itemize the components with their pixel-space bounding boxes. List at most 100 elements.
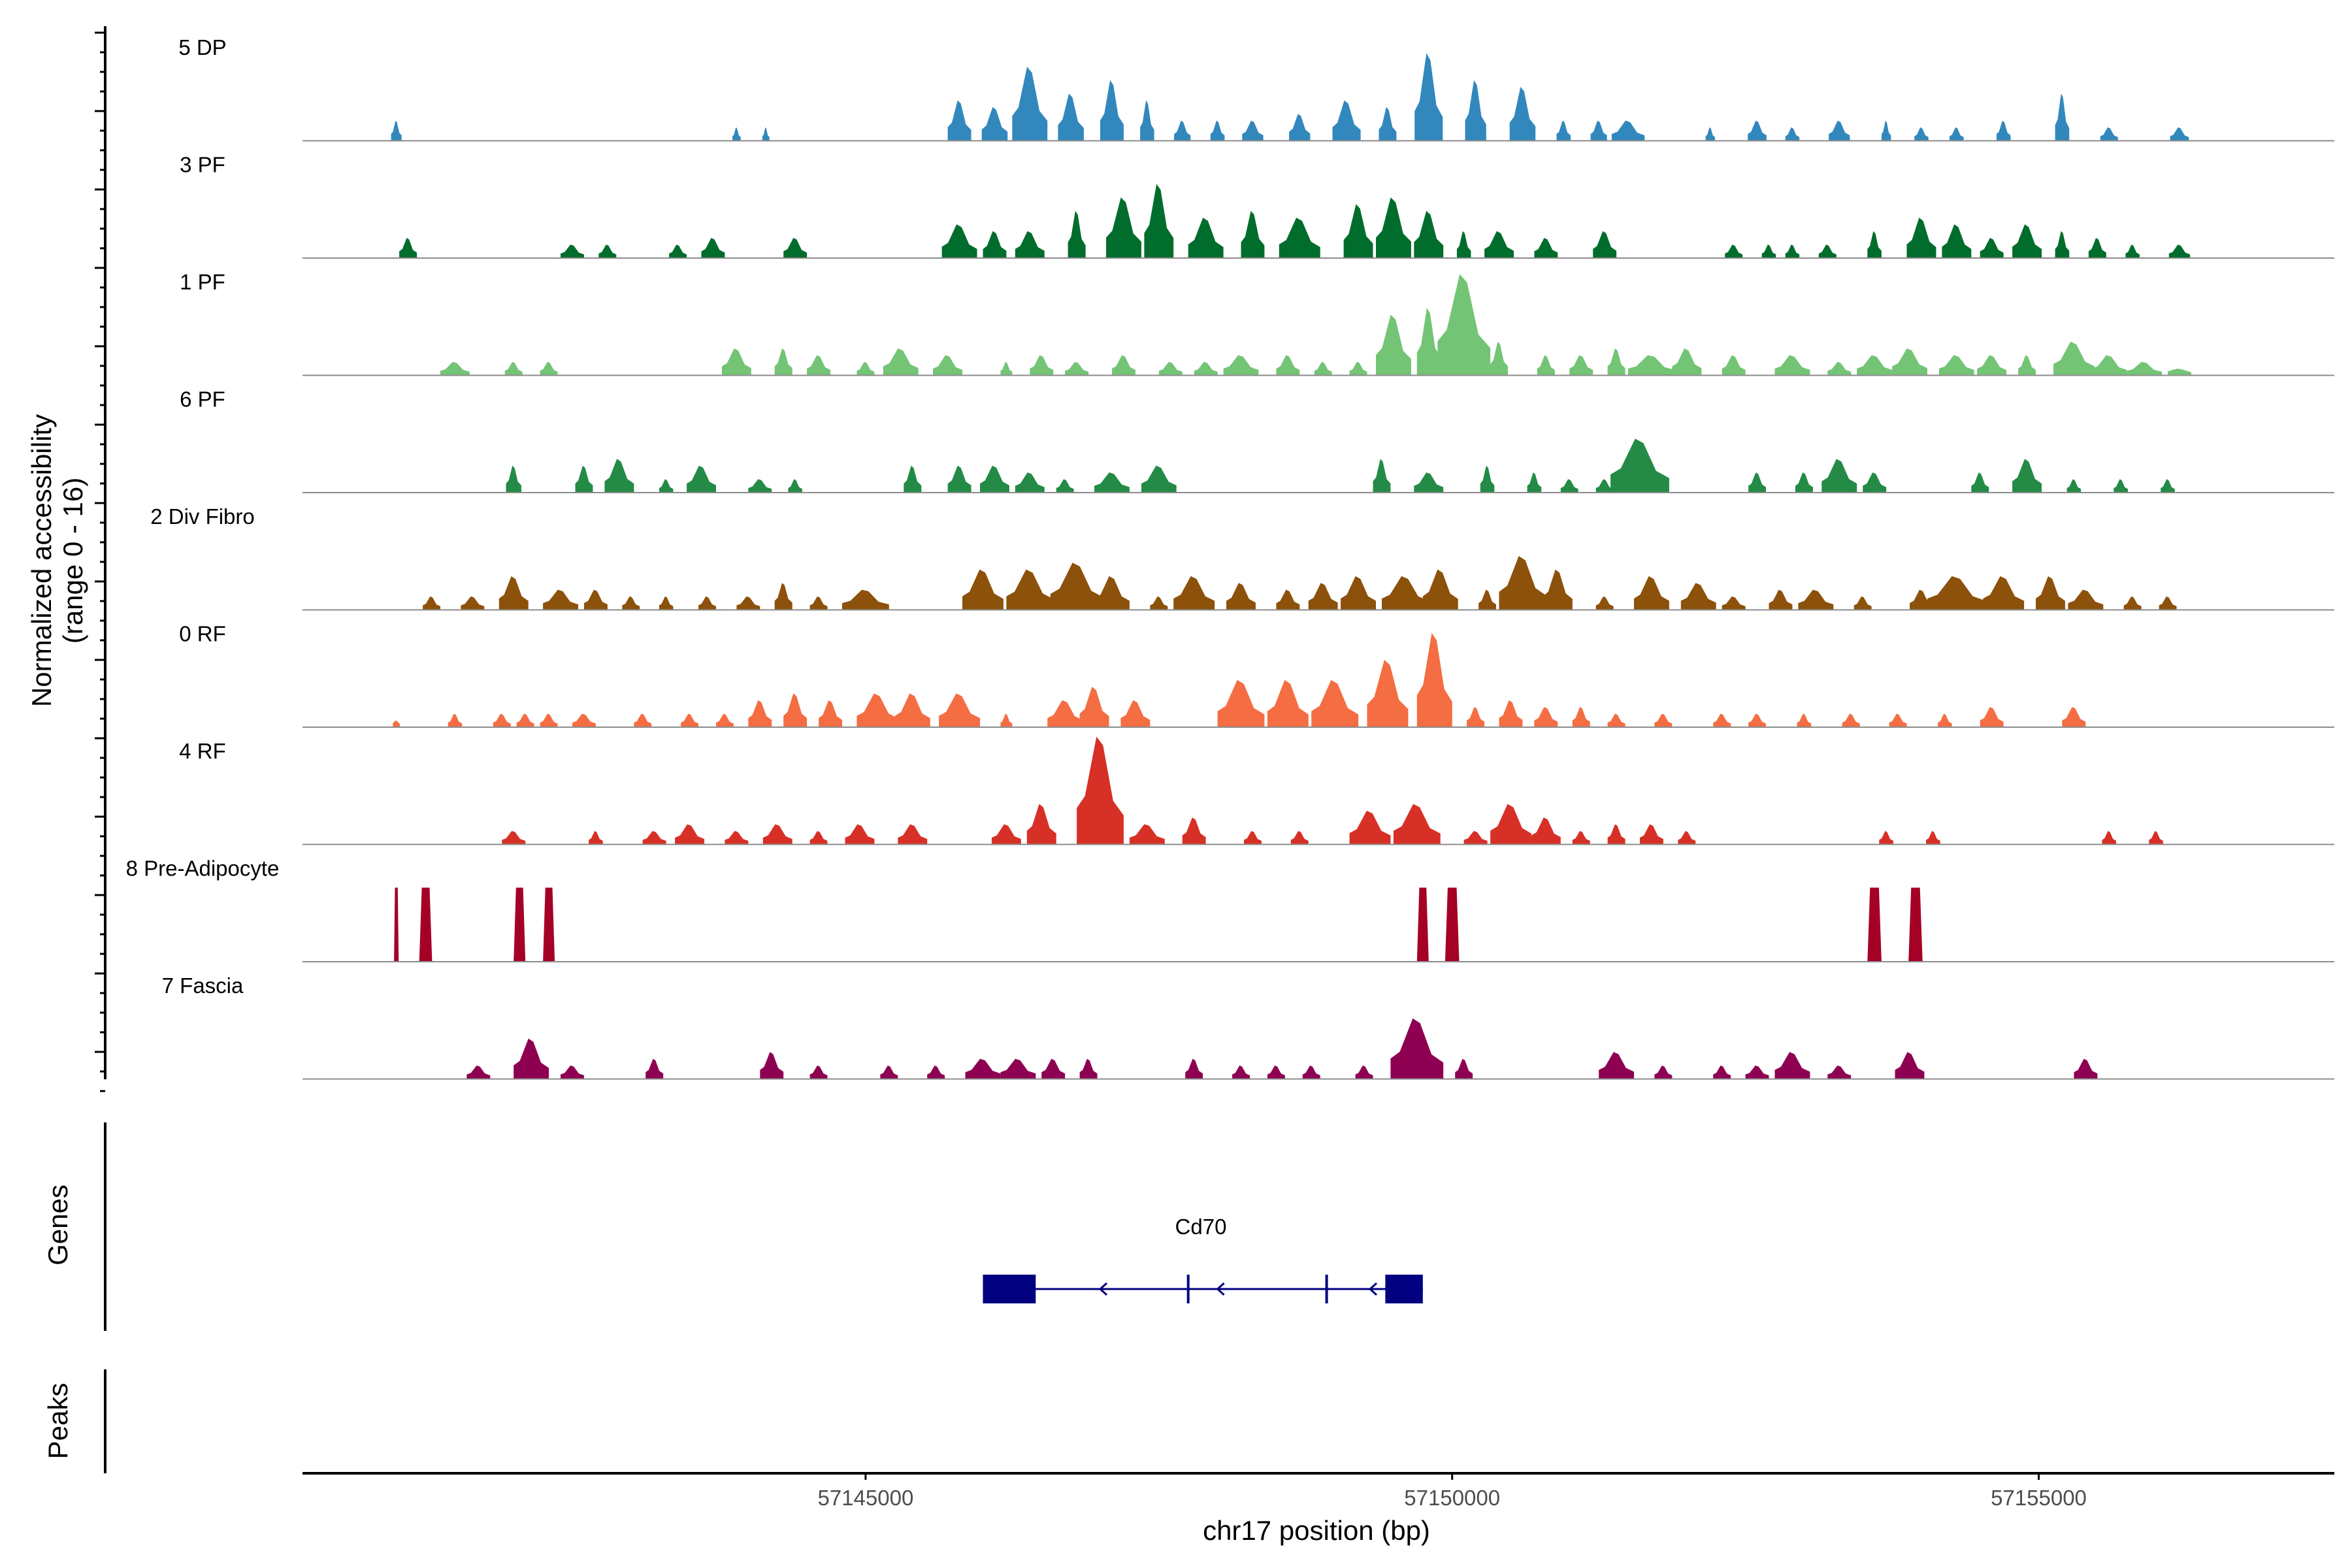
coverage-peak: [1908, 887, 1923, 962]
coverage-peak: [659, 479, 674, 493]
coverage-peak: [543, 589, 578, 610]
coverage-peak: [1422, 569, 1458, 610]
track-label-3-pf: 3 PF: [180, 153, 225, 177]
coverage-peak: [904, 465, 922, 493]
coverage-peak: [1341, 576, 1376, 610]
coverage-peak: [1217, 679, 1265, 727]
coverage-peak: [394, 887, 399, 962]
coverage-peak: [399, 238, 417, 258]
coverage-peak: [1232, 1065, 1250, 1079]
coverage-peak: [1950, 127, 1964, 141]
coverage-peak: [2127, 361, 2162, 376]
coverage-peak: [1414, 53, 1443, 141]
strand-arrow: [1098, 1282, 1108, 1296]
coverage-peak: [1713, 1065, 1731, 1079]
coverage-peak: [1416, 632, 1452, 727]
coverage-peak: [991, 824, 1021, 845]
coverage-peak: [965, 1058, 1001, 1079]
coverage-peak: [514, 1038, 549, 1079]
coverage-peak: [502, 830, 526, 845]
coverage-peak: [1560, 479, 1578, 493]
coverage-peak: [1437, 274, 1491, 376]
coverage-peak: [1980, 707, 2004, 727]
coverage-peak: [1182, 817, 1206, 845]
coverage-peak: [1556, 120, 1571, 141]
coverage-peak: [983, 231, 1007, 258]
coverage-peak: [1980, 238, 2004, 258]
coverage-peak: [2100, 127, 2118, 141]
coverage-peak: [1572, 707, 1590, 727]
coverage-peak: [2168, 368, 2191, 376]
coverage-peak: [1927, 576, 1986, 610]
coverage-peak: [788, 479, 802, 493]
coverage-peak: [1185, 1058, 1203, 1079]
coverage-peak: [748, 700, 772, 727]
coverage-peak: [604, 459, 634, 493]
coverage-peak: [1158, 361, 1183, 376]
coverage-peak: [2159, 596, 2177, 610]
coverage-peak: [1654, 713, 1673, 727]
coverage-peak: [1977, 355, 2007, 376]
coverage-peak: [1610, 438, 1669, 493]
coverage-peak: [1241, 210, 1265, 258]
coverage-peak: [1678, 830, 1696, 845]
coverage-peak: [1456, 231, 1471, 258]
coverage-peak: [980, 465, 1009, 493]
coverage-peak: [898, 824, 928, 845]
coverage-peak: [1006, 569, 1054, 610]
coverage-peak: [1867, 887, 1882, 962]
coverage-peak: [783, 238, 808, 258]
coverage-peak: [1094, 576, 1130, 610]
coverage-peak: [1926, 830, 1940, 845]
coverage-peak: [1188, 218, 1224, 258]
coverage-peak: [1455, 1058, 1473, 1079]
gene-track: Genes Cd70: [42, 1122, 1423, 1331]
coverage-peak: [1414, 210, 1444, 258]
coverage-peak: [947, 100, 972, 141]
coverage-peak: [1026, 804, 1056, 845]
coverage-peak: [634, 713, 652, 727]
x-axis-title: chr17 position (bp): [1203, 1515, 1430, 1546]
coverage-peak: [2018, 355, 2036, 376]
coverage-peak: [1308, 583, 1338, 610]
coverage-peak: [1276, 355, 1300, 376]
coverage-peak: [2068, 589, 2104, 610]
coverage-peak: [540, 361, 558, 376]
coverage-peak: [1129, 824, 1165, 845]
coverage-peak: [1244, 830, 1262, 845]
x-tick-label: 57150000: [1404, 1486, 1500, 1510]
coverage-peak: [845, 824, 875, 845]
coverage-peak: [1467, 707, 1485, 727]
coverage-peak: [1607, 824, 1625, 845]
track-3-pf: 3 PF: [180, 153, 2334, 259]
coverage-peak: [1094, 472, 1130, 493]
coverage-peak: [1465, 80, 1486, 141]
coverage-peak: [1611, 120, 1645, 141]
y-axis-title-line2: (range 0 - 16): [57, 478, 88, 644]
coverage-peak: [1854, 596, 1872, 610]
coverage-peak: [561, 1065, 584, 1079]
coverage-peak: [762, 824, 792, 845]
coverage-peak: [1534, 707, 1558, 727]
coverage-peak: [1047, 700, 1083, 727]
coverage-peak: [1210, 120, 1225, 141]
coverage-peak: [1863, 472, 1887, 493]
coverage-peak: [598, 244, 617, 258]
coverage-peak: [1590, 120, 1607, 141]
coverage-peak: [1242, 120, 1264, 141]
peaks-track: Peaks: [42, 1369, 106, 1473]
coverage-peak: [448, 713, 463, 727]
coverage-peak: [1279, 218, 1320, 258]
coverage-peak: [1761, 244, 1776, 258]
coverage-peak: [1881, 120, 1891, 141]
coverage-peak: [1942, 224, 1972, 258]
coverage-peak: [1226, 583, 1256, 610]
coverage-peak: [1745, 1065, 1769, 1079]
track-label-0-rf: 0 RF: [179, 622, 226, 646]
coverage-peak: [1349, 361, 1367, 376]
coverage-peak: [1393, 804, 1441, 845]
coverage-peak: [1112, 355, 1135, 376]
coverage-peak: [1509, 87, 1536, 141]
gene-exon: [1385, 1275, 1423, 1303]
